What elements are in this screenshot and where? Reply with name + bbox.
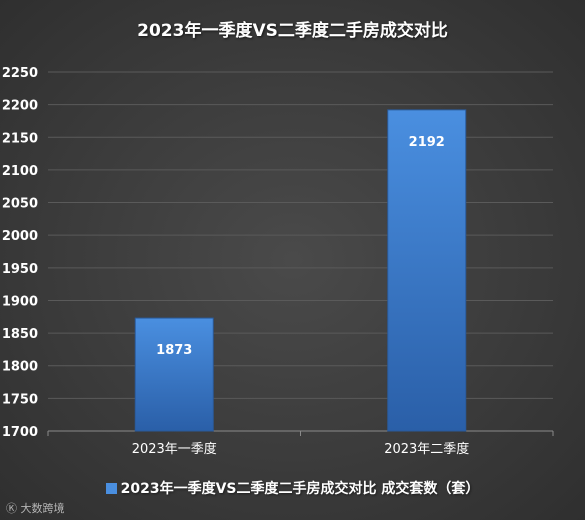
y-tick-label: 2250	[2, 66, 38, 81]
legend-swatch	[105, 483, 117, 494]
x-tick-label: 2023年二季度	[384, 441, 469, 457]
data-label: 2192	[409, 135, 445, 150]
y-tick-label: 1750	[2, 392, 38, 407]
bar	[134, 317, 214, 432]
y-tick-label: 1850	[2, 327, 38, 342]
y-tick-label: 2100	[2, 164, 38, 179]
y-tick-label: 2000	[2, 229, 38, 244]
y-tick-label: 1950	[2, 262, 38, 277]
legend-label: 2023年一季度VS二季度二手房成交对比 成交套数（套）	[120, 481, 480, 497]
y-tick-label: 1700	[2, 425, 38, 440]
bar	[387, 109, 467, 432]
watermark-text: 大数跨境	[20, 502, 65, 515]
y-tick-label: 2150	[2, 131, 38, 146]
y-tick-label: 2200	[2, 99, 38, 114]
watermark-logo-icon: Ⓚ	[6, 502, 17, 515]
x-tick-label: 2023年一季度	[132, 441, 217, 457]
watermark: Ⓚ 大数跨境	[6, 500, 65, 516]
y-tick-label: 2050	[2, 197, 38, 212]
legend: 2023年一季度VS二季度二手房成交对比 成交套数（套）	[0, 478, 585, 498]
chart-title: 2023年一季度VS二季度二手房成交对比	[137, 21, 448, 41]
data-label: 1873	[156, 343, 192, 358]
y-tick-label: 1900	[2, 294, 38, 309]
y-tick-label: 1800	[2, 360, 38, 375]
